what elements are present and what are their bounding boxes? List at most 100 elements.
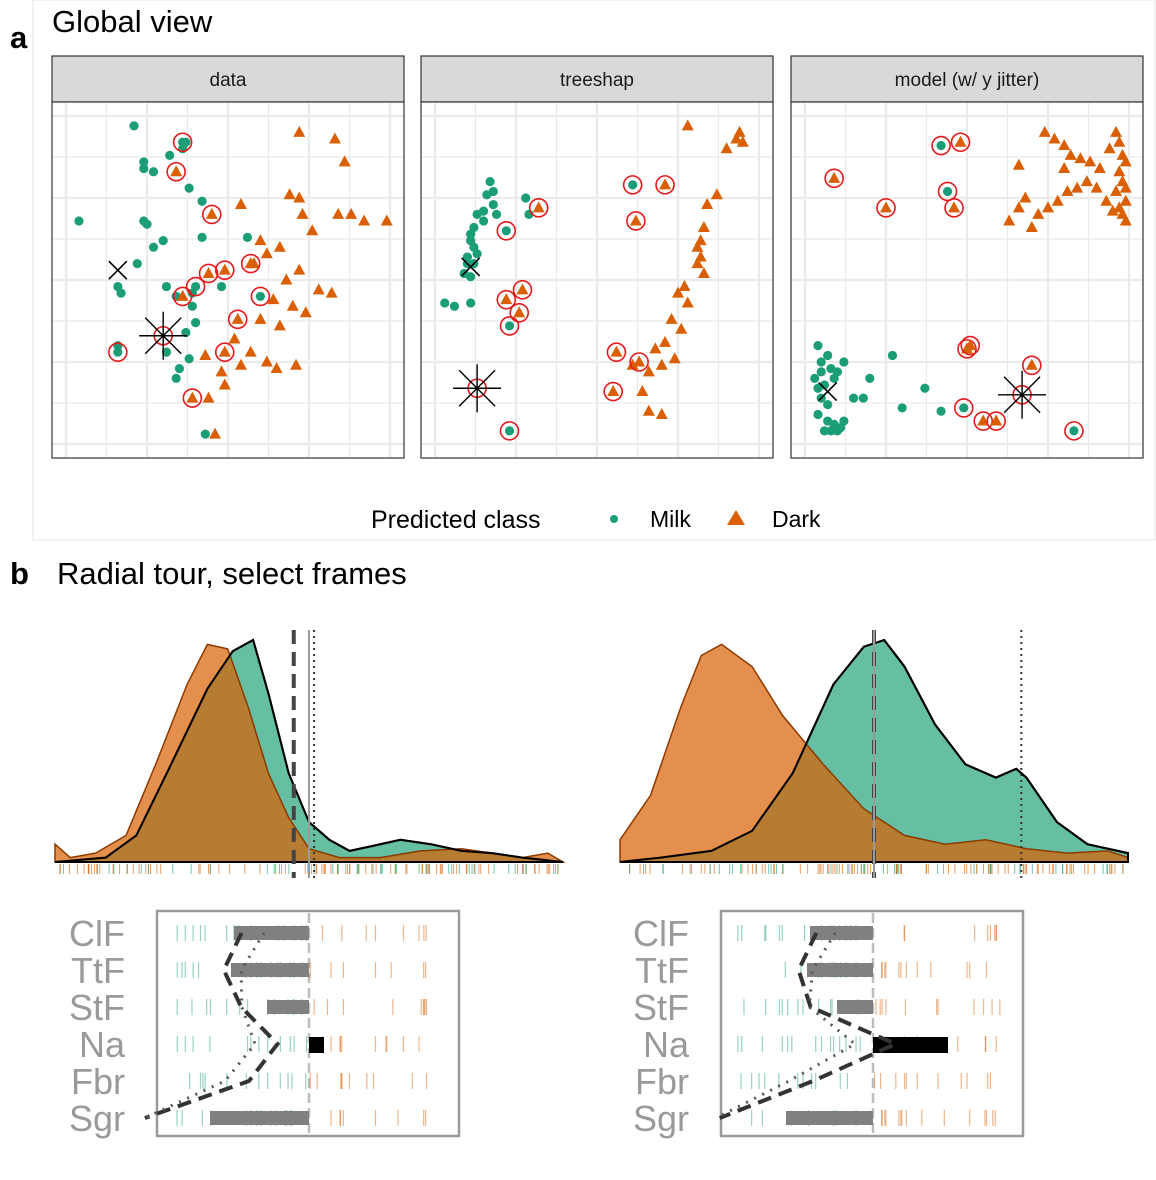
point-dark	[380, 214, 393, 226]
facet-panel-treeshap	[420, 101, 774, 459]
point-milk	[472, 249, 482, 259]
point-highlighted	[504, 321, 515, 331]
point-milk	[813, 409, 823, 420]
point-dark	[1093, 161, 1106, 173]
highlight-ring	[944, 198, 964, 218]
variable-label-sgr: Sgr	[633, 1098, 689, 1139]
point-milk	[819, 426, 830, 436]
point-highlighted	[244, 257, 257, 269]
highlight-ring	[108, 342, 128, 362]
point-dark	[1051, 194, 1064, 206]
point-highlighted	[633, 355, 646, 367]
plot-border	[420, 101, 774, 459]
point-milk	[466, 298, 476, 308]
point-dark	[710, 188, 723, 200]
highlight-ring	[214, 260, 235, 280]
point-highlighted	[186, 391, 199, 403]
legend: Predicted class Milk Dark	[371, 506, 821, 534]
point-milk	[171, 373, 181, 383]
point-milk	[184, 183, 194, 193]
panel-a-frame	[32, 0, 1156, 541]
point-milk	[936, 406, 946, 416]
facet-label-model: model (w/ y jitter)	[895, 70, 1040, 91]
point-dark	[1110, 184, 1123, 196]
highlight-ring	[166, 161, 186, 182]
legend-title: Predicted class	[371, 506, 541, 534]
highlight-ring	[499, 421, 520, 441]
point-highlighted	[501, 226, 511, 236]
highlight-ring	[655, 175, 675, 195]
point-dark	[1090, 181, 1103, 193]
density-milk-outline	[54, 638, 564, 863]
variable-label-fbr: Fbr	[635, 1061, 689, 1102]
point-dark	[1074, 152, 1087, 164]
point-dark	[1012, 201, 1025, 213]
variable-label-ttf: TtF	[635, 950, 689, 991]
highlight-ring	[250, 286, 271, 307]
point-dark	[697, 221, 710, 233]
highlight-ring	[986, 411, 1006, 431]
point-dark	[720, 142, 733, 154]
point-milk	[858, 393, 868, 403]
facet-panel-model	[790, 101, 1144, 459]
point-milk	[810, 373, 820, 383]
point-dark	[199, 348, 212, 360]
variable-label-fbr: Fbr	[71, 1061, 125, 1102]
point-dark	[1113, 165, 1126, 177]
point-milk	[813, 341, 823, 351]
point-dark	[273, 240, 286, 252]
point-dark	[649, 342, 662, 354]
point-highlighted	[977, 414, 990, 426]
facet-strip-treeshap: treeshap	[420, 55, 774, 103]
point-milk	[466, 272, 476, 282]
point-milk	[482, 190, 492, 200]
point-highlighted	[1025, 358, 1038, 370]
point-milk	[181, 327, 191, 338]
point-dark	[267, 293, 280, 305]
point-dark	[668, 352, 681, 364]
point-milk	[197, 232, 207, 242]
highlight-ring	[957, 339, 977, 359]
point-highlighted	[659, 178, 672, 190]
point-milk	[839, 416, 849, 426]
highlight-ring	[499, 316, 520, 336]
point-dark	[1110, 125, 1123, 137]
point-highlighted	[629, 214, 642, 226]
cross-marker-small	[461, 257, 481, 277]
point-milk	[832, 367, 843, 377]
point-dark	[701, 198, 714, 210]
point-milk	[142, 219, 152, 229]
cross-marker-large	[139, 311, 188, 360]
obs-profile-dashed	[718, 932, 901, 1120]
point-milk	[148, 242, 159, 252]
point-highlighted	[176, 289, 189, 301]
facet-label-treeshap: treeshap	[560, 70, 634, 91]
point-milk	[839, 357, 849, 367]
facet-label-data: data	[210, 70, 247, 91]
point-dark	[672, 286, 684, 298]
point-dark	[312, 283, 325, 295]
point-dark	[1019, 191, 1032, 203]
point-milk	[174, 363, 184, 374]
point-milk	[148, 167, 159, 177]
highlight-ring	[931, 135, 951, 156]
point-dark	[1003, 214, 1016, 226]
point-milk	[488, 199, 498, 210]
point-dark	[691, 240, 704, 252]
point-milk	[832, 426, 843, 436]
point-highlighted	[990, 414, 1003, 426]
point-dark	[1119, 155, 1132, 167]
highlight-ring	[603, 381, 624, 402]
point-dark	[228, 332, 241, 344]
point-milk	[865, 373, 875, 383]
highlight-ring	[606, 342, 627, 362]
point-dark	[1113, 135, 1126, 147]
point-dark	[1038, 125, 1051, 137]
point-dark	[286, 299, 299, 311]
point-milk	[485, 177, 495, 187]
panel-b-tag: b	[10, 556, 29, 591]
point-milk	[826, 426, 836, 436]
point-milk	[823, 350, 833, 361]
